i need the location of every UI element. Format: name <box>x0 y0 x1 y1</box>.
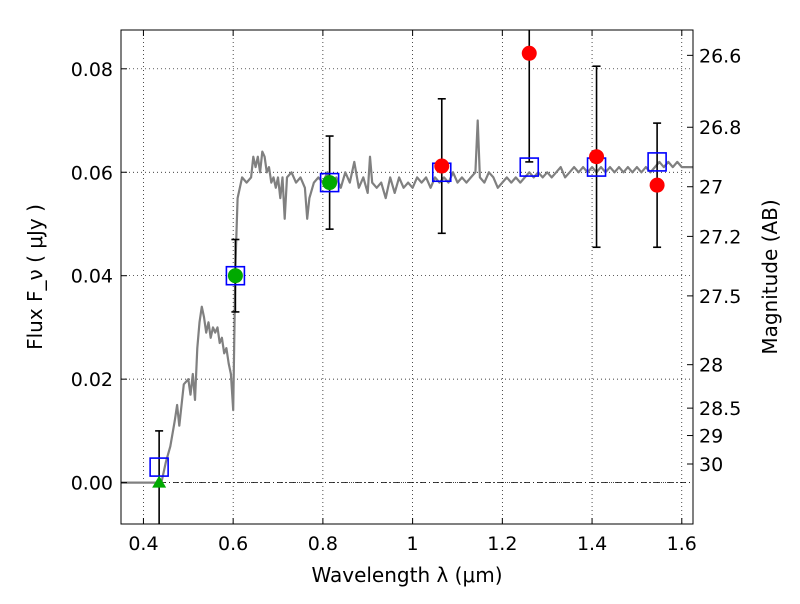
right-tick-label: 27.2 <box>699 226 741 248</box>
model-photometry-square <box>225 265 246 286</box>
right-tick-label: 26.6 <box>699 45 741 67</box>
observed-flux-point <box>589 149 605 165</box>
right-tick-label: 28 <box>699 355 723 377</box>
plot-area <box>121 30 693 524</box>
right-tick-label: 28.5 <box>699 398 741 420</box>
right-tick-label: 27.5 <box>699 286 741 308</box>
x-tick-label: 0.8 <box>308 533 338 555</box>
x-tick-label: 1 <box>407 533 419 555</box>
model-photometry-square <box>519 157 540 177</box>
axes: 0.4 0.6 0.8 1 1.2 1.4 1.6 0.00 0.02 0.04 0.06 0.08 2… <box>71 30 741 555</box>
x-tick-label: 0.6 <box>218 533 248 555</box>
x-tick-label: 1.6 <box>667 533 697 555</box>
observed-flux-point <box>434 158 450 174</box>
x-tick-label: 0.4 <box>128 533 158 555</box>
model-photometry-square <box>319 172 340 193</box>
x-axis-label: Wavelength λ (μm) <box>311 563 502 587</box>
model-spectrum-line <box>121 119 693 484</box>
y-axis-label: Flux F_ν ( μJy ) <box>23 204 47 350</box>
right-tick-label: 29 <box>699 426 723 448</box>
x-tick-label: 1.2 <box>487 533 517 555</box>
x-tick-label: 1.4 <box>577 533 607 555</box>
y-tick-label: 0.02 <box>71 369 113 391</box>
right-axis-label: Magnitude (AB) <box>758 199 782 354</box>
model-photometry-square <box>647 152 667 172</box>
observed-flux-point <box>649 177 665 193</box>
plot-frame <box>120 29 694 525</box>
observed-flux-point <box>521 45 537 61</box>
y-tick-label: 0.00 <box>71 473 113 495</box>
y-tick-label: 0.04 <box>71 266 113 288</box>
right-tick-label: 26.8 <box>699 117 741 139</box>
observed-upper-limit-marker <box>152 475 167 488</box>
y-tick-label: 0.08 <box>71 59 113 81</box>
right-tick-label: 27 <box>699 177 723 199</box>
right-tick-label: 30 <box>699 454 723 476</box>
observed-flux-point <box>322 175 338 191</box>
y-tick-label: 0.06 <box>71 162 113 184</box>
observed-flux-point <box>227 268 243 284</box>
